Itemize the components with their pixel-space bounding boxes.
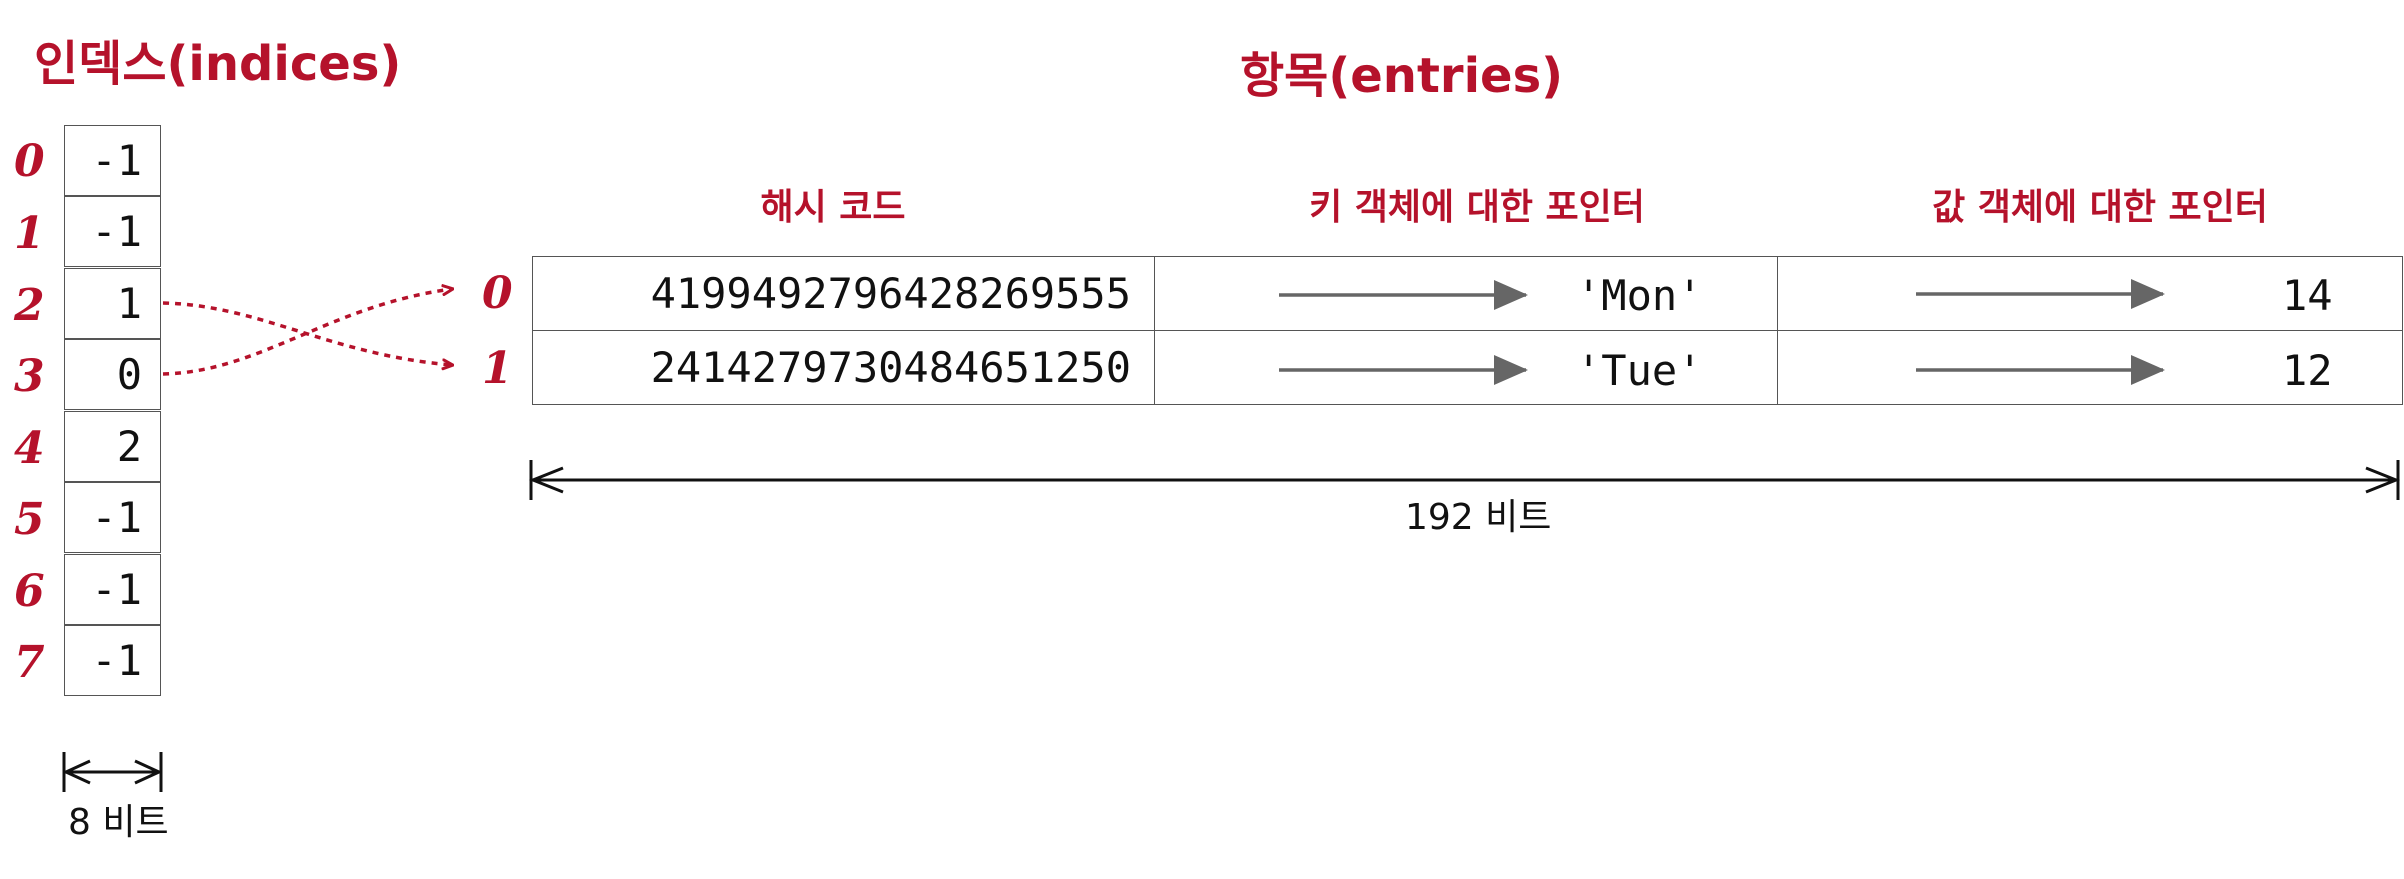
hash-code-header: 해시 코드 [760, 187, 906, 228]
index-cell-5: -1 [64, 482, 161, 553]
entries-width-dimension [528, 460, 2401, 500]
index-label-6: 6 [14, 566, 45, 617]
index-cell-0: -1 [64, 125, 161, 196]
key-cell-1 [1154, 330, 1779, 405]
index-cell-1: -1 [64, 196, 161, 267]
index-label-5: 5 [14, 494, 45, 545]
index-label-7: 7 [14, 637, 45, 688]
index-label-4: 4 [14, 423, 45, 474]
index-3-to-entry-0-arrow [162, 289, 452, 376]
value-text-1: 12 [2282, 346, 2333, 395]
entries-bit-width-label: 192 비트 [1405, 497, 1552, 538]
index-cell-2: 1 [64, 268, 161, 339]
key-text-0: 'Mon' [1576, 271, 1703, 320]
key-pointer-header: 키 객체에 대한 포인터 [1309, 187, 1645, 228]
entries-title: 항목(entries) [1240, 48, 1564, 104]
index-label-3: 3 [14, 351, 45, 402]
value-pointer-header: 값 객체에 대한 포인터 [1932, 187, 2268, 228]
value-cell-1 [1777, 330, 2403, 405]
index-cell-4: 2 [64, 411, 161, 482]
indices-title: 인덱스(indices) [34, 36, 402, 92]
index-label-2: 2 [14, 280, 45, 331]
indices-bit-width-label: 8 비트 [68, 802, 169, 843]
key-text-1: 'Tue' [1576, 346, 1703, 395]
index-label-0: 0 [14, 136, 45, 187]
entry-label-0: 0 [482, 268, 513, 319]
hash-cell-0: 4199492796428269555 [532, 256, 1156, 331]
indices-width-dimension [62, 752, 163, 792]
index-cell-6: -1 [64, 554, 161, 625]
entry-label-1: 1 [482, 343, 513, 394]
index-cell-3: 0 [64, 339, 161, 410]
index-2-to-entry-1-arrow [162, 301, 452, 365]
value-text-0: 14 [2282, 271, 2333, 320]
index-label-1: 1 [14, 208, 45, 259]
index-cell-7: -1 [64, 625, 161, 696]
